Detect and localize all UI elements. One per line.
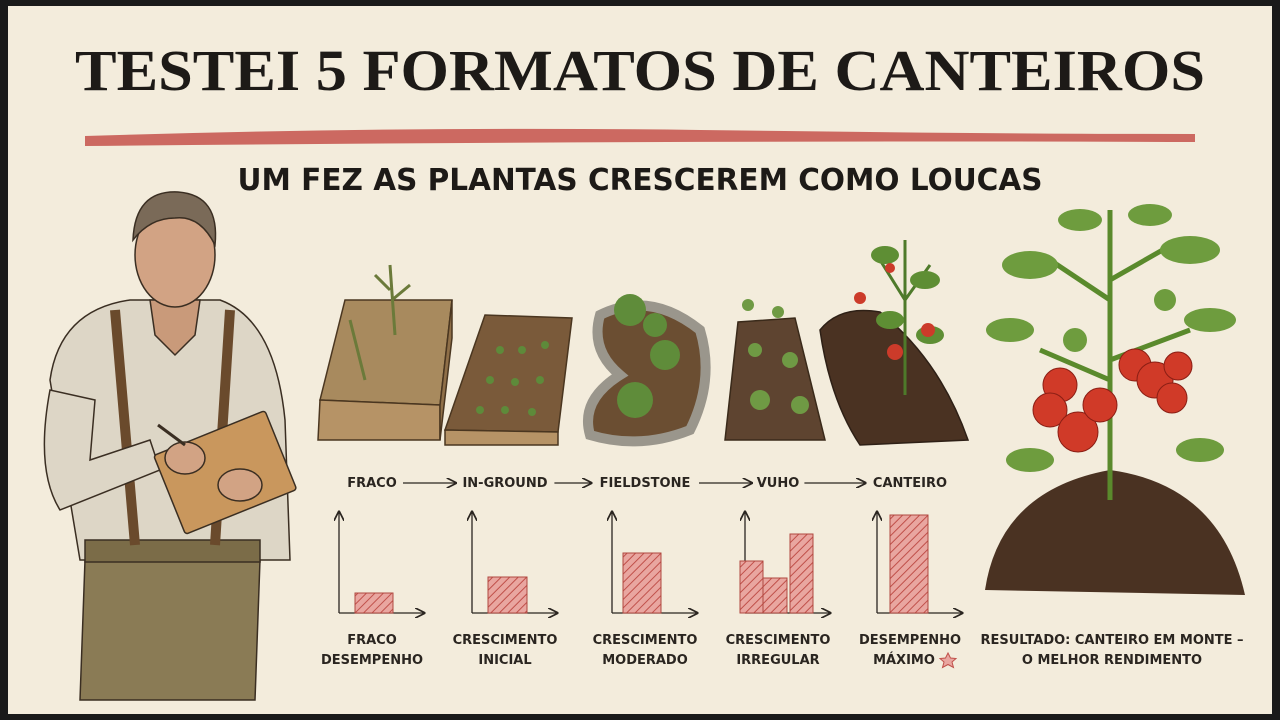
result-line: RESULTADO: CANTEIRO EM MONTE –	[980, 633, 1243, 648]
bed-raised	[317, 264, 453, 441]
stage-caption: CRESCIMENTO	[726, 633, 831, 648]
stage-label: FRACO	[347, 476, 397, 491]
result-line: O MELHOR RENDIMENTO	[1022, 653, 1202, 668]
growth-bar	[354, 592, 394, 614]
growth-bar	[487, 576, 528, 614]
stage-caption: DESEMPENHO	[859, 633, 961, 648]
stage-caption: INICIAL	[478, 653, 531, 668]
stage-label: IN-GROUND	[462, 476, 547, 491]
subtitle: UM FEZ AS PLANTAS CRESCEREM COMO LOUCAS	[238, 163, 1043, 198]
tomato-illustration	[985, 204, 1245, 595]
stage-label: CANTEIRO	[873, 476, 947, 491]
stage-label: FIELDSTONE	[600, 476, 691, 491]
growth-bar	[889, 514, 929, 614]
stage-caption: CRESCIMENTO	[593, 633, 698, 648]
bed-mound	[819, 240, 970, 446]
stage-caption: DESEMPENHO	[321, 653, 423, 668]
stage-label: VUHO	[757, 476, 800, 491]
gardener-illustration	[43, 191, 297, 701]
stage-caption: MODERADO	[602, 653, 688, 668]
bed-in-ground	[443, 314, 573, 446]
title-underline	[85, 128, 1195, 146]
growth-bar	[762, 577, 788, 614]
star-icon	[938, 651, 958, 669]
bed-row	[724, 299, 826, 441]
growth-bar	[789, 533, 814, 614]
stage-caption: MÁXIMO	[873, 652, 935, 668]
title: TESTEI 5 FORMATOS DE CANTEIROS	[75, 38, 1205, 103]
growth-bar	[739, 560, 764, 614]
bed-fieldstone	[583, 294, 711, 447]
stage-caption: FRACO	[347, 633, 397, 648]
stage-caption: IRREGULAR	[736, 653, 819, 668]
growth-bar	[622, 552, 662, 614]
stage-caption: CRESCIMENTO	[453, 633, 558, 648]
